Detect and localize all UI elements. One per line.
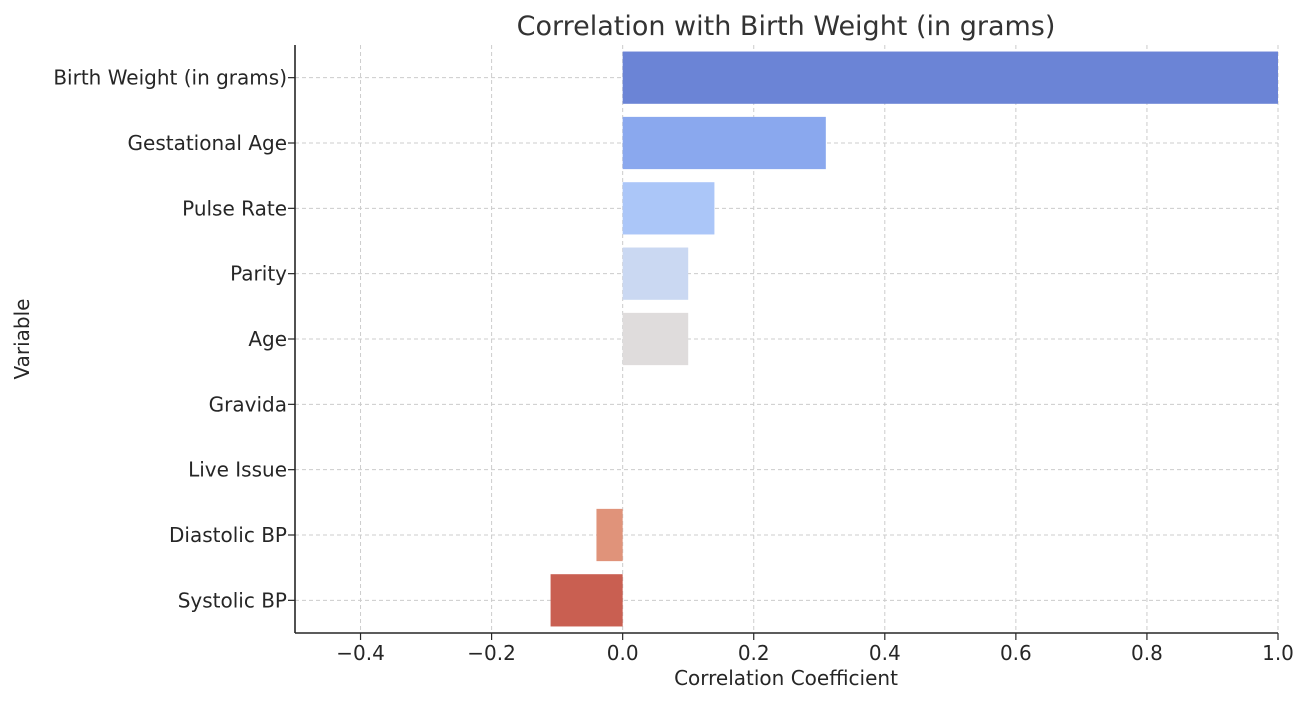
chart-title: Correlation with Birth Weight (in grams) [517, 11, 1056, 42]
x-tick-label: 0.8 [1131, 641, 1163, 665]
x-tick-label: −0.2 [467, 641, 516, 665]
x-tick-label: 0.4 [869, 641, 901, 665]
y-tick-label: Diastolic BP [169, 523, 287, 547]
y-axis-label: Variable [10, 299, 34, 380]
x-tick-label: 0.0 [607, 641, 639, 665]
y-tick-label: Birth Weight (in grams) [53, 66, 287, 90]
bar-pulse-rate [622, 182, 715, 235]
y-tick-label: Gestational Age [128, 131, 287, 155]
y-tick-label: Live Issue [188, 458, 287, 482]
x-axis-label: Correlation Coefficient [674, 666, 898, 690]
y-tick-label: Systolic BP [178, 588, 287, 612]
bar-gestational-age [622, 116, 826, 170]
x-tick-label: −0.4 [336, 641, 385, 665]
bar-parity [622, 247, 689, 300]
bar-systolic-bp [550, 574, 623, 627]
x-tick-label: 0.2 [738, 641, 770, 665]
y-tick-label: Pulse Rate [182, 196, 287, 220]
bar-diastolic-bp [596, 508, 623, 562]
x-tick-label: 1.0 [1262, 641, 1294, 665]
bar-age [622, 312, 689, 366]
bar-layer [550, 51, 1278, 627]
bar-birth-weight-in-grams [622, 51, 1278, 104]
x-tick-label: 0.6 [1000, 641, 1032, 665]
y-tick-label: Gravida [209, 392, 287, 416]
y-tick-label: Age [248, 327, 287, 351]
grid-layer [295, 45, 1279, 633]
y-tick-label: Parity [230, 262, 287, 286]
axis-layer: −0.4 −0.2 0.0 0.2 0.4 0.6 0.8 1.0 Birth Weight (… [53, 45, 1294, 665]
